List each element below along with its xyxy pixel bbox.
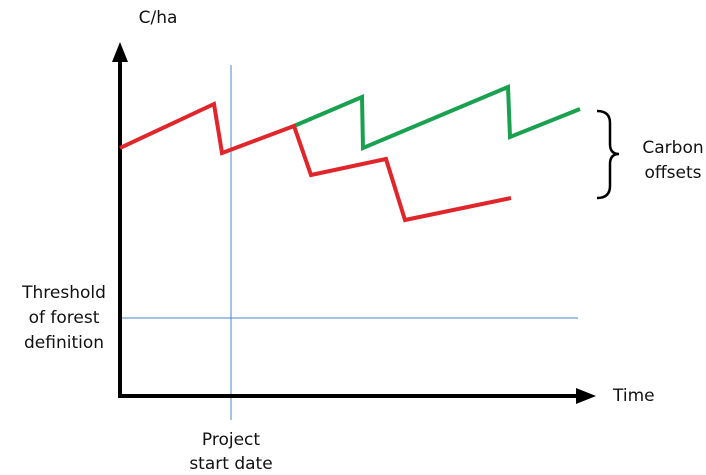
threshold-label-line1: Threshold [21,283,106,303]
baseline-carbon-line [119,101,512,223]
y-axis-label: C/ha [139,8,178,28]
project-start-label-line1: Project [202,430,260,450]
x-axis [118,388,596,404]
carbon-offsets-brace-icon [596,109,620,200]
y-axis [112,42,128,398]
y-axis-arrow-icon [112,42,128,62]
carbon-offsets-label-line1: Carbon [642,138,703,158]
x-axis-arrow-icon [576,388,596,404]
project-carbon-line [293,84,581,151]
carbon-offsets-label-line2: offsets [645,163,702,183]
project-start-label-line2: start date [189,454,272,474]
threshold-label-line2: of forest [29,308,100,328]
x-axis-label: Time [612,386,655,406]
threshold-label-line3: definition [24,333,104,353]
